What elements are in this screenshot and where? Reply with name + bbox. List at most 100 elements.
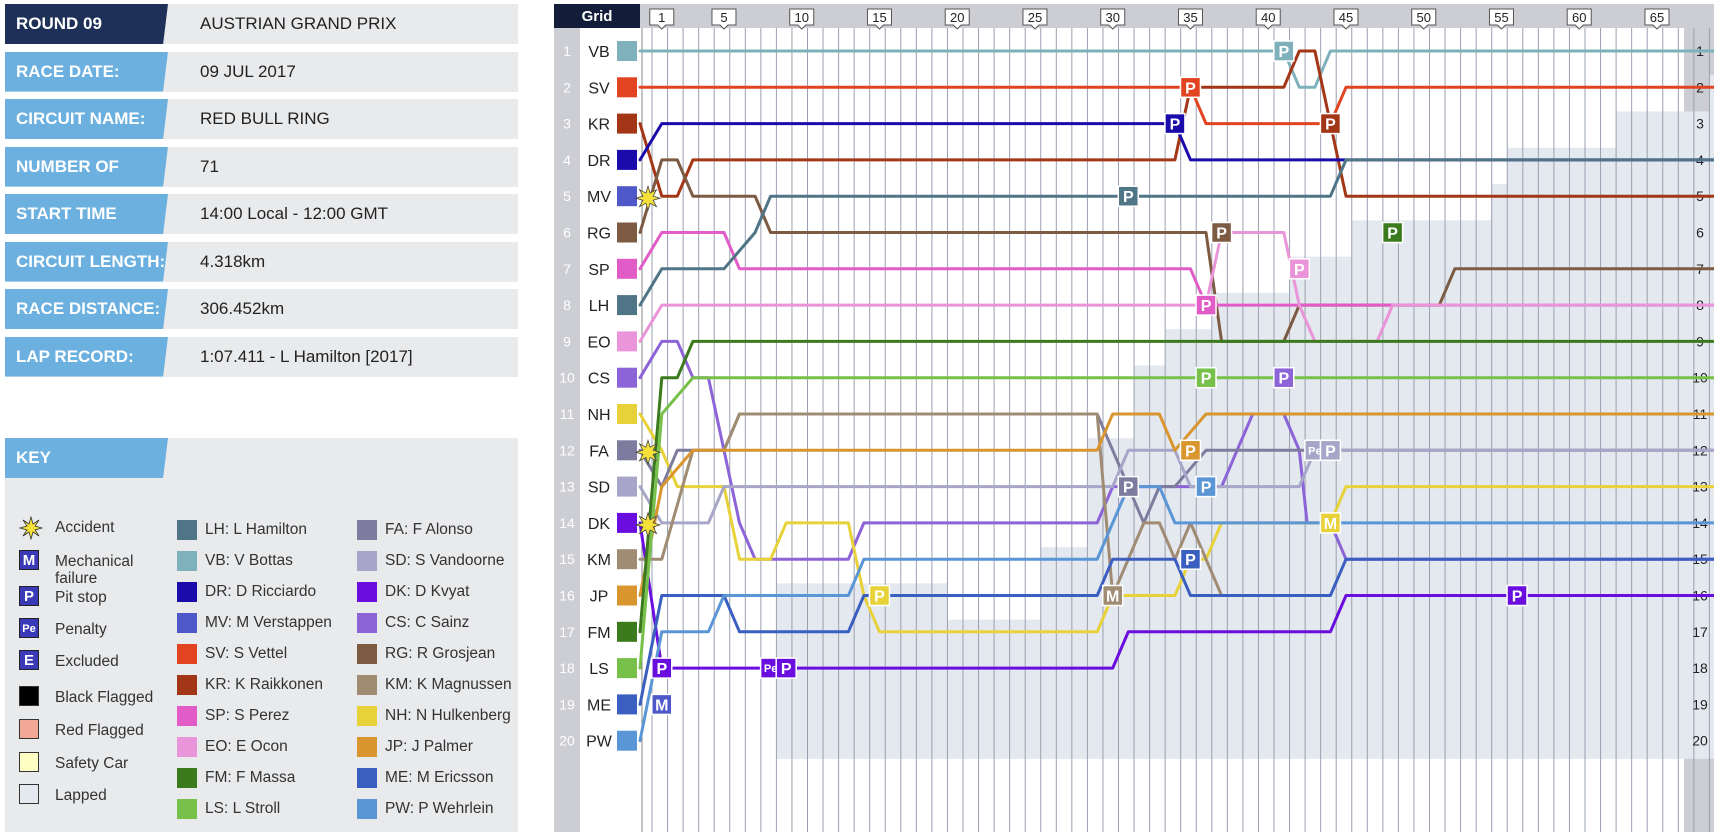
- marker-box: [1164, 112, 1186, 135]
- grid-header: [554, 4, 640, 28]
- marker-p: P: [775, 657, 797, 679]
- grid-driver-swatch: [617, 258, 637, 279]
- marker-letter: P: [1123, 189, 1134, 206]
- info-label: LAP RECORD:: [5, 336, 168, 377]
- info-row: START TIME 14:00 Local - 12:00 GMT: [5, 194, 518, 234]
- info-label: CIRCUIT LENGTH:: [5, 241, 168, 282]
- position-label-left: 7: [563, 261, 571, 277]
- position-label-left: 2: [563, 79, 571, 95]
- mechanical-icon: M: [19, 550, 39, 570]
- key-symbol-label: Red Flagged: [55, 722, 144, 739]
- marker-p: P: [1381, 221, 1404, 244]
- lap-tick-box: [1411, 8, 1437, 30]
- round-row: ROUND 09 AUSTRIAN GRAND PRIX: [5, 4, 518, 44]
- marker-p: P: [1319, 439, 1342, 462]
- grid-driver-code: RG: [587, 226, 611, 243]
- driver-key-label: DK: D Kvyat: [385, 583, 470, 600]
- driver-key-label: PW: P Wehrlein: [385, 800, 494, 817]
- key-symbol-label: Pit stop: [55, 589, 107, 606]
- position-label-right: 6: [1696, 225, 1704, 241]
- marker-letter: P: [656, 661, 667, 678]
- grid-driver-code: VB: [588, 44, 609, 61]
- lap-tick-box: [711, 8, 737, 30]
- info-row: CIRCUIT LENGTH: 4.318km: [5, 241, 518, 282]
- position-label-right: 17: [1692, 624, 1708, 640]
- marker-box: [1195, 294, 1217, 316]
- info-value: 14:00 Local - 12:00 GMT: [200, 204, 389, 223]
- position-label-left: 1: [563, 43, 571, 59]
- penalty-icon: Pe: [19, 618, 39, 638]
- lap-tick-box: [1255, 8, 1281, 30]
- key-symbol-label: Lapped: [55, 787, 107, 804]
- marker-m: M: [1101, 584, 1124, 607]
- marker-box: [1179, 76, 1202, 99]
- driver-key-label: DR: D Ricciardo: [205, 583, 317, 600]
- driver-swatch: [357, 520, 377, 540]
- marker-letter: P: [1512, 589, 1523, 606]
- marker-p: P: [1506, 584, 1528, 607]
- marker-box: [1319, 512, 1342, 534]
- key-symbol-label: Mechanical failure: [55, 553, 134, 587]
- marker-p: P: [1117, 185, 1140, 207]
- driver-swatch: [177, 675, 197, 695]
- driver-line-sd: [638, 448, 1714, 525]
- marker-box: [868, 584, 891, 607]
- info-value: 306.452km: [200, 299, 285, 318]
- info-value: 71: [200, 156, 219, 176]
- marker-box: [1506, 584, 1528, 607]
- marker-box: [1210, 221, 1233, 244]
- key-symbol-label: Black Flagged: [55, 689, 154, 706]
- legend-swatch: [19, 752, 39, 772]
- marker-letter: Pe: [764, 663, 777, 675]
- lapped-region: [1491, 184, 1508, 759]
- driver-key-label: VB: V Bottas: [205, 552, 293, 569]
- lap-tick-label: 60: [1572, 10, 1586, 25]
- driver-key-label: KR: K Raikkonen: [205, 676, 324, 693]
- marker-p: P: [868, 584, 891, 607]
- driver-line-pw: [638, 485, 1714, 743]
- marker-p: P: [1273, 40, 1295, 62]
- marker-box: [1319, 439, 1342, 462]
- position-label-left: 8: [563, 297, 571, 313]
- info-label: NUMBER OF LAPS:: [5, 146, 168, 187]
- driver-key-label: LS: L Stroll: [205, 800, 281, 817]
- lap-tick-label: 10: [794, 10, 808, 25]
- grid-driver-code: DK: [588, 516, 611, 533]
- position-label-left: 16: [559, 588, 575, 604]
- info-row: RACE DATE: 09 JUL 2017: [5, 51, 518, 92]
- marker-box: [1319, 112, 1342, 135]
- position-label-left: 9: [563, 333, 571, 349]
- driver-line-fm: [638, 339, 1714, 634]
- marker-box: [1195, 475, 1217, 498]
- driver-swatch: [357, 582, 377, 602]
- grid-driver-code: CS: [588, 371, 610, 388]
- lapped-region: [776, 583, 948, 759]
- driver-key-label: ME: M Ericsson: [385, 769, 494, 786]
- driver-swatch: [177, 520, 197, 540]
- marker-letter: P: [1294, 262, 1305, 279]
- info-label: RACE DISTANCE:: [5, 289, 168, 329]
- lap-tick-box: [1488, 8, 1514, 30]
- marker-p: P: [1195, 366, 1217, 389]
- marker-box: [1195, 366, 1217, 389]
- accident-star-icon: [634, 438, 662, 466]
- grid-header-label: Grid: [582, 8, 613, 25]
- grid-driver-swatch: [617, 113, 637, 134]
- grid-driver-swatch: [617, 186, 637, 207]
- driver-key-label: NH: N Hulkenberg: [385, 707, 511, 724]
- grid-driver-swatch: [617, 295, 637, 316]
- driver-key-label: KM: K Magnussen: [385, 676, 512, 693]
- driver-key-label: MV: M Verstappen: [205, 614, 332, 631]
- lap-tick-box: [789, 8, 815, 30]
- lap-tick-label: 25: [1028, 10, 1042, 25]
- grid-driver-swatch: [617, 222, 637, 243]
- lap-tick-box: [1022, 8, 1048, 30]
- driver-key-label: FM: F Massa: [205, 769, 296, 786]
- driver-swatch: [177, 706, 197, 726]
- driver-key-label: RG: R Grosjean: [385, 645, 496, 662]
- driver-swatch: [357, 551, 377, 571]
- grid-driver-code: SP: [588, 262, 609, 279]
- driver-line-jp: [638, 412, 1714, 597]
- marker-m: M: [1319, 512, 1342, 534]
- lapped-region: [1507, 147, 1617, 759]
